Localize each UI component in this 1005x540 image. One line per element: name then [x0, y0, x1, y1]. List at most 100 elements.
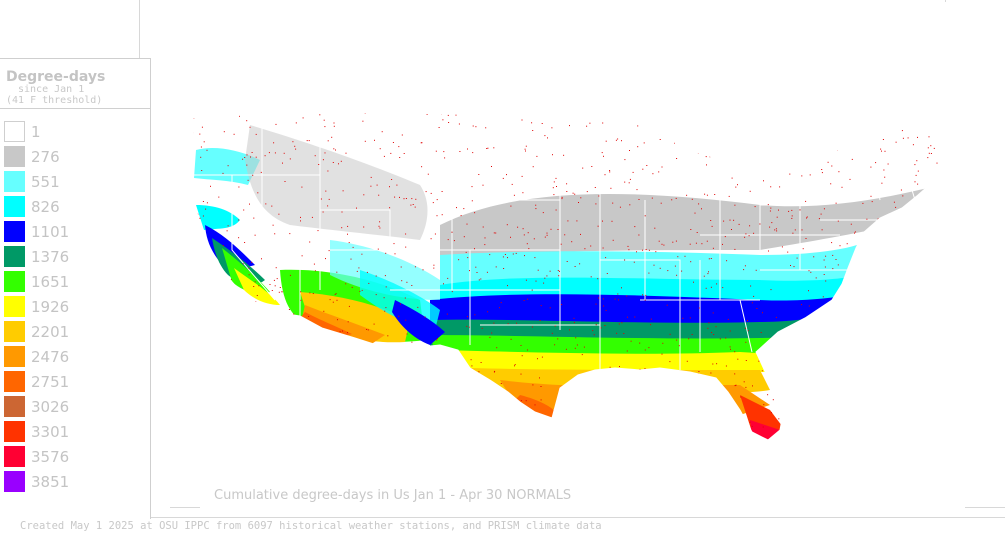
station-dot [745, 233, 747, 235]
station-dot [201, 170, 203, 171]
station-dot [908, 392, 910, 394]
station-dot [926, 190, 928, 192]
station-dot [288, 319, 290, 321]
station-dot [945, 387, 947, 389]
station-dot [792, 372, 794, 374]
station-dot [932, 321, 934, 323]
station-dot [512, 401, 514, 403]
station-dot [537, 269, 539, 271]
station-dot [685, 127, 687, 129]
station-dot [312, 374, 314, 376]
station-dot [489, 336, 491, 338]
station-dot [555, 209, 557, 211]
station-dot [478, 174, 480, 175]
station-dot [956, 369, 958, 371]
station-dot [206, 202, 208, 204]
station-dot [708, 258, 710, 260]
station-dot [845, 299, 847, 301]
station-dot [661, 243, 663, 245]
station-dot [654, 227, 656, 229]
station-dot [772, 399, 774, 401]
station-dot [413, 357, 415, 359]
station-dot [841, 413, 843, 415]
station-dot [202, 215, 204, 217]
station-dot [474, 248, 475, 250]
station-dot [906, 424, 908, 426]
station-dot [383, 155, 385, 157]
station-dot [951, 228, 953, 230]
station-dot [235, 113, 237, 115]
station-dot [392, 142, 394, 143]
station-dot [650, 318, 652, 320]
station-dot [676, 158, 678, 159]
station-dot [555, 177, 557, 179]
station-dot [522, 192, 524, 194]
station-dot [651, 197, 653, 199]
station-dot [854, 385, 856, 387]
station-dot [743, 381, 745, 383]
station-dot [510, 338, 512, 340]
station-dot [430, 238, 432, 240]
station-dot [810, 271, 812, 273]
station-dot [776, 216, 778, 218]
station-dot [396, 402, 398, 403]
station-dot [850, 223, 852, 225]
station-dot [342, 330, 343, 332]
station-dot [845, 322, 847, 324]
station-dot [536, 426, 538, 428]
station-dot [377, 248, 379, 250]
station-dot [435, 359, 437, 361]
station-dot [629, 150, 630, 151]
station-dot [745, 360, 747, 361]
station-dot [863, 257, 865, 259]
station-dot [437, 338, 438, 340]
station-dot [902, 256, 904, 258]
station-dot [409, 372, 411, 374]
station-dot [878, 326, 880, 328]
station-dot [430, 192, 432, 194]
station-dot [831, 242, 833, 244]
station-dot [260, 320, 262, 322]
station-dot [528, 248, 530, 250]
station-dot [521, 119, 523, 121]
station-dot [213, 379, 215, 381]
station-dot [203, 141, 205, 143]
station-dot [289, 158, 291, 160]
station-dot [588, 441, 589, 442]
station-dot [295, 148, 297, 150]
station-dot [750, 156, 751, 158]
station-dot [879, 381, 881, 383]
station-dot [350, 371, 352, 373]
station-dot [644, 411, 646, 413]
station-dot [546, 232, 548, 234]
station-dot [563, 154, 565, 156]
station-dot [603, 155, 604, 157]
station-dot [930, 145, 932, 147]
station-dot [925, 391, 927, 393]
station-dot [531, 122, 533, 124]
station-dot [471, 186, 473, 188]
station-dot [399, 196, 400, 198]
station-dot [932, 289, 934, 291]
station-dot [583, 346, 585, 348]
station-dot [605, 257, 607, 259]
station-dot [939, 361, 941, 363]
station-dot [325, 258, 326, 260]
station-dot [248, 402, 250, 404]
station-dot [403, 198, 405, 200]
station-dot [602, 122, 604, 124]
station-dot [823, 274, 825, 275]
station-dot [941, 241, 943, 243]
station-dot [705, 418, 707, 420]
station-dot [682, 117, 684, 119]
station-dot [900, 189, 902, 191]
station-dot [510, 205, 512, 207]
station-dot [758, 360, 760, 362]
station-dot [885, 374, 887, 375]
station-dot [294, 145, 296, 147]
station-dot [808, 270, 810, 272]
station-dot [323, 403, 324, 405]
station-dot [691, 198, 693, 200]
station-dot [621, 322, 623, 324]
station-dot [474, 212, 476, 214]
